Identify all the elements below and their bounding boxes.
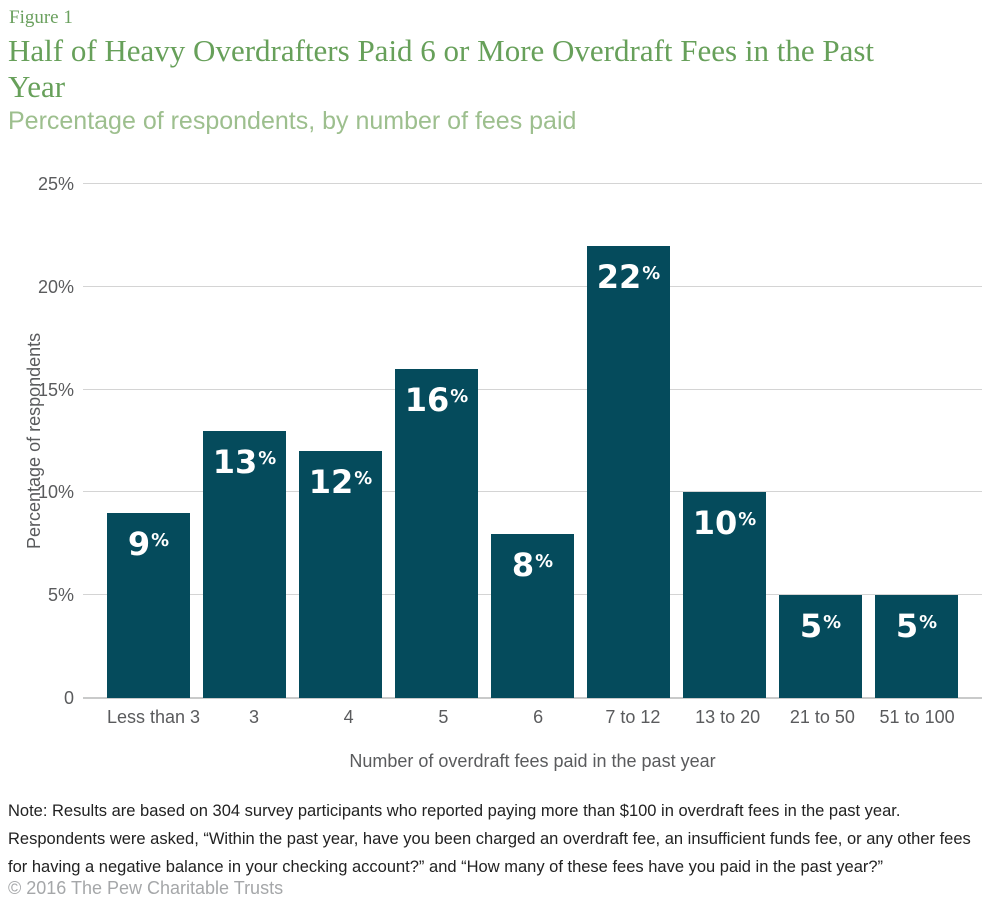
bar-51-to-100: 5% [875,595,958,698]
plot-area: 9% 13% 12% 16% 8% 22% 10% 5% 5% [83,183,982,699]
x-axis-title: Number of overdraft fees paid in the pas… [349,751,716,771]
y-axis-tick-labels: 0 5% 10% 15% 20% 25% [0,174,74,708]
bar-value-percent-sign: % [354,468,373,490]
x-tick-label-3: 3 [248,707,259,727]
x-tick-label-51-to-100: 51 to 100 [879,707,955,727]
bar-value-label: 13% [203,442,286,479]
bar-13-to-20: 10% [683,492,766,698]
bar-value-percent-sign: % [535,550,554,572]
y-tick-label-10: 10% [37,482,74,503]
bar-value-number: 13 [212,442,258,481]
note-text: Note: Results are based on 304 survey pa… [8,802,971,876]
x-tick-label-21-to-50: 21 to 50 [789,707,855,727]
gridline-15 [83,388,982,390]
bar-value-number: 10 [692,504,738,543]
bar-6: 8% [491,533,574,698]
bar-value-percent-sign: % [151,529,170,551]
x-tick-label-13-to-20: 13 to 20 [695,707,761,727]
x-tick-label-7-to-12: 7 to 12 [605,707,661,727]
bar-value-label: 9% [107,524,190,561]
bar-value-number: 5 [799,607,823,646]
bar-value-percent-sign: % [642,262,661,284]
copyright-text: © 2016 The Pew Charitable Trusts [8,878,284,898]
bar-value-percent-sign: % [738,509,757,531]
bar-5: 16% [395,369,478,698]
bar-value-number: 5 [895,607,919,646]
bar-value-percent-sign: % [919,612,938,634]
bar-value-number: 8 [511,545,535,584]
y-tick-label-20: 20% [37,276,74,297]
bar-value-percent-sign: % [258,447,277,469]
bar-value-number: 22 [596,257,642,296]
page-title: Half of Heavy Overdrafters Paid 6 or Mor… [8,33,875,104]
y-tick-label-25: 25% [37,174,74,194]
y-tick-label-0: 0 [63,688,74,708]
gridline-10 [83,491,982,493]
bar-group: 9% 13% 12% 16% 8% 22% 10% 5% 5% [83,184,982,698]
gridline-25 [83,183,982,184]
bar-value-label: 16% [395,380,478,417]
y-tick-label-15: 15% [37,379,74,400]
bar-value-percent-sign: % [823,612,842,634]
bar-21-to-50: 5% [779,595,862,698]
bar-value-label: 22% [587,257,670,294]
bar-value-label: 10% [683,503,766,540]
bar-7-to-12: 22% [587,245,670,698]
bar-value-number: 9 [127,524,151,563]
figure-label: Figure 1 [9,7,73,28]
bar-3: 13% [203,430,286,698]
bar-value-percent-sign: % [450,386,469,408]
bar-value-number: 12 [308,463,354,502]
x-tick-label-4: 4 [343,707,354,727]
bar-value-label: 8% [491,545,574,584]
x-axis-tick-labels: Less than 3 3 4 5 6 7 to 12 13 to 20 21 to 50 51… [83,707,982,728]
page-subtitle: Percentage of respondents, by number of … [8,107,577,135]
x-axis-line [83,697,982,699]
x-tick-label-6: 6 [533,707,544,727]
gridline-20 [83,285,982,287]
bar-4: 12% [299,451,382,698]
y-tick-label-5: 5% [47,585,74,606]
x-tick-label-5: 5 [438,707,449,727]
x-tick-label-less-than-3: Less than 3 [107,707,201,727]
bar-value-number: 16 [404,381,450,419]
bar-less-than-3: 9% [107,512,190,698]
bar-value-label: 5% [779,606,862,643]
bar-value-label: 12% [299,462,382,499]
bar-value-label: 5% [875,606,958,643]
